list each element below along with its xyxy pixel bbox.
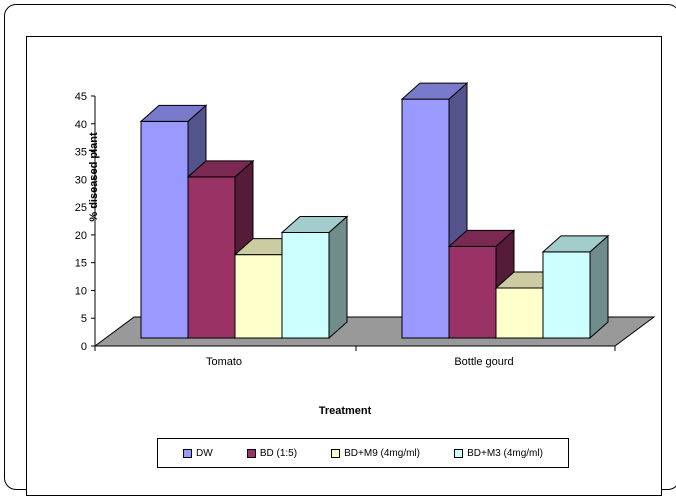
chart-axes	[91, 95, 616, 351]
bar	[187, 176, 236, 339]
y-axis-label: % diseased plant	[88, 132, 100, 222]
y-tick-label: 40	[75, 119, 87, 131]
bar-top	[139, 104, 208, 122]
chart-legend: DW BD (1:5) BD+M9 (4mg/ml) BD+M3 (4mg/ml…	[157, 438, 569, 468]
bar	[401, 98, 450, 339]
bar	[448, 245, 497, 339]
bar	[281, 231, 330, 339]
y-tick-label: 15	[75, 258, 87, 270]
y-tick-label: 25	[75, 202, 87, 214]
bar-top	[400, 82, 469, 100]
bar	[140, 120, 189, 339]
legend-swatch	[246, 448, 256, 458]
legend-swatch	[454, 448, 464, 458]
bar	[495, 287, 544, 339]
legend-swatch	[183, 448, 193, 458]
legend-label: BD+M9 (4mg/ml)	[344, 447, 420, 459]
bar-top	[541, 235, 610, 253]
bar-side	[328, 215, 348, 340]
chart-bars	[139, 81, 610, 340]
legend-item: BD+M9 (4mg/ml)	[331, 448, 420, 459]
bar	[234, 254, 283, 339]
chart-labels: 0 5 10 15 20 25 30 35 40 45 Tomato Bottle gourd % di…	[75, 91, 514, 417]
x-category-label: Tomato	[206, 356, 242, 368]
bar-side	[589, 234, 609, 340]
y-tick-label: 10	[75, 285, 87, 297]
legend-item: DW	[183, 448, 213, 459]
y-tick-label: 5	[81, 313, 87, 325]
legend-label: DW	[196, 447, 213, 459]
bar-top	[186, 160, 255, 178]
bar-top	[280, 215, 349, 233]
y-tick-label: 45	[75, 91, 87, 103]
legend-swatch	[331, 448, 341, 458]
legend-item: BD (1:5)	[246, 447, 298, 459]
x-axis-label: Treatment	[319, 405, 372, 417]
y-tick-label: 0	[81, 341, 87, 353]
legend-item: BD+M3 (4mg/ml)	[454, 448, 543, 459]
bar-top	[447, 229, 516, 247]
x-category-label: Bottle gourd	[454, 356, 513, 368]
chart-canvas: 0 5 10 15 20 25 30 35 40 45 Tomato Bottle gourd % di…	[75, 81, 656, 417]
legend-label: BD+M3 (4mg/ml)	[467, 447, 543, 459]
bar	[542, 251, 591, 339]
y-tick-label: 35	[75, 147, 87, 159]
legend-label: BD (1:5)	[259, 447, 298, 459]
y-tick-label: 20	[75, 230, 87, 242]
y-tick-label: 30	[75, 174, 87, 186]
